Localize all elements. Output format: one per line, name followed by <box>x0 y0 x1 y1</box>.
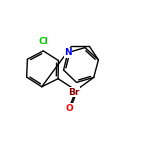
Text: O: O <box>66 104 74 113</box>
Text: Cl: Cl <box>39 37 49 46</box>
Text: N: N <box>64 48 72 57</box>
Text: Br: Br <box>69 88 80 97</box>
